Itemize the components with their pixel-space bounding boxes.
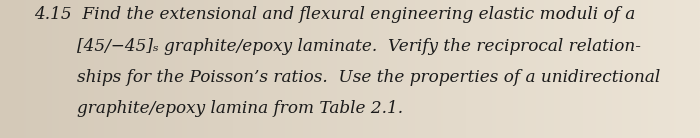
Text: graphite/epoxy lamina from Table 2.1.: graphite/epoxy lamina from Table 2.1. <box>34 100 402 117</box>
Text: 4.15  Find the extensional and flexural engineering elastic moduli of a: 4.15 Find the extensional and flexural e… <box>34 6 635 23</box>
Text: ships for the Poisson’s ratios.  Use the properties of a unidirectional: ships for the Poisson’s ratios. Use the … <box>34 69 660 86</box>
Text: [45/−45]ₛ graphite/epoxy laminate.  Verify the reciprocal relation-: [45/−45]ₛ graphite/epoxy laminate. Verif… <box>34 38 640 55</box>
